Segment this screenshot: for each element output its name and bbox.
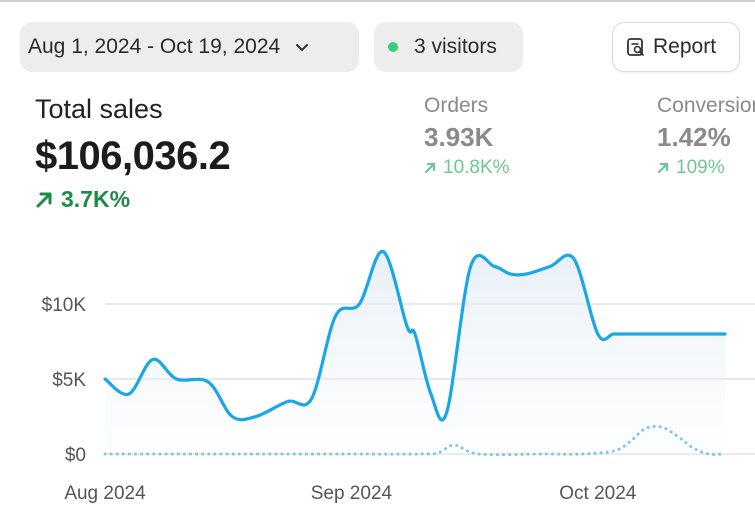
sales-line-chart: $0 $5K $10K Aug 2024 Sep 2024 Oct 2024	[42, 249, 755, 504]
sales-series-line	[103, 249, 727, 422]
live-visitors-badge[interactable]: 3 visitors	[374, 22, 523, 72]
top-divider	[0, 0, 755, 2]
date-range-selector[interactable]: Aug 1, 2024 - Oct 19, 2024	[20, 22, 359, 72]
live-dot-icon	[388, 42, 398, 52]
x-tick-label: Oct 2024	[559, 483, 637, 504]
date-range-text: Aug 1, 2024 - Oct 19, 2024	[28, 35, 281, 58]
report-button[interactable]: Report	[612, 22, 740, 72]
y-tick-label: $0	[65, 445, 86, 466]
report-label: Report	[653, 35, 717, 58]
total-sales-change: 3.7K%	[35, 186, 130, 213]
conversion-change-text: 109%	[676, 157, 725, 178]
orders-label: Orders	[424, 94, 489, 117]
report-search-icon	[627, 38, 644, 56]
arrow-up-right-icon	[36, 192, 52, 207]
conversion-label: Conversion	[657, 94, 755, 117]
conversion-value: 1.42%	[657, 122, 731, 152]
total-sales-value: $106,036.2	[35, 134, 231, 178]
y-tick-label: $5K	[52, 370, 86, 391]
x-tick-label: Aug 2024	[64, 483, 146, 504]
arrow-up-right-icon	[424, 162, 436, 174]
y-tick-label: $10K	[42, 295, 87, 316]
chevron-down-icon	[296, 44, 309, 51]
x-tick-label: Sep 2024	[311, 483, 393, 504]
total-sales-change-text: 3.7K%	[61, 186, 131, 212]
arrow-up-right-icon	[657, 162, 669, 174]
total-sales-label: Total sales	[35, 94, 163, 124]
conversion-change: 109%	[657, 157, 725, 179]
orders-value: 3.93K	[424, 122, 494, 152]
orders-change-text: 10.8K%	[443, 157, 510, 178]
visitors-text: 3 visitors	[414, 35, 497, 58]
orders-change: 10.8K%	[424, 157, 510, 179]
comparison-series-line	[103, 424, 727, 457]
sales-area-fill	[105, 251, 725, 454]
